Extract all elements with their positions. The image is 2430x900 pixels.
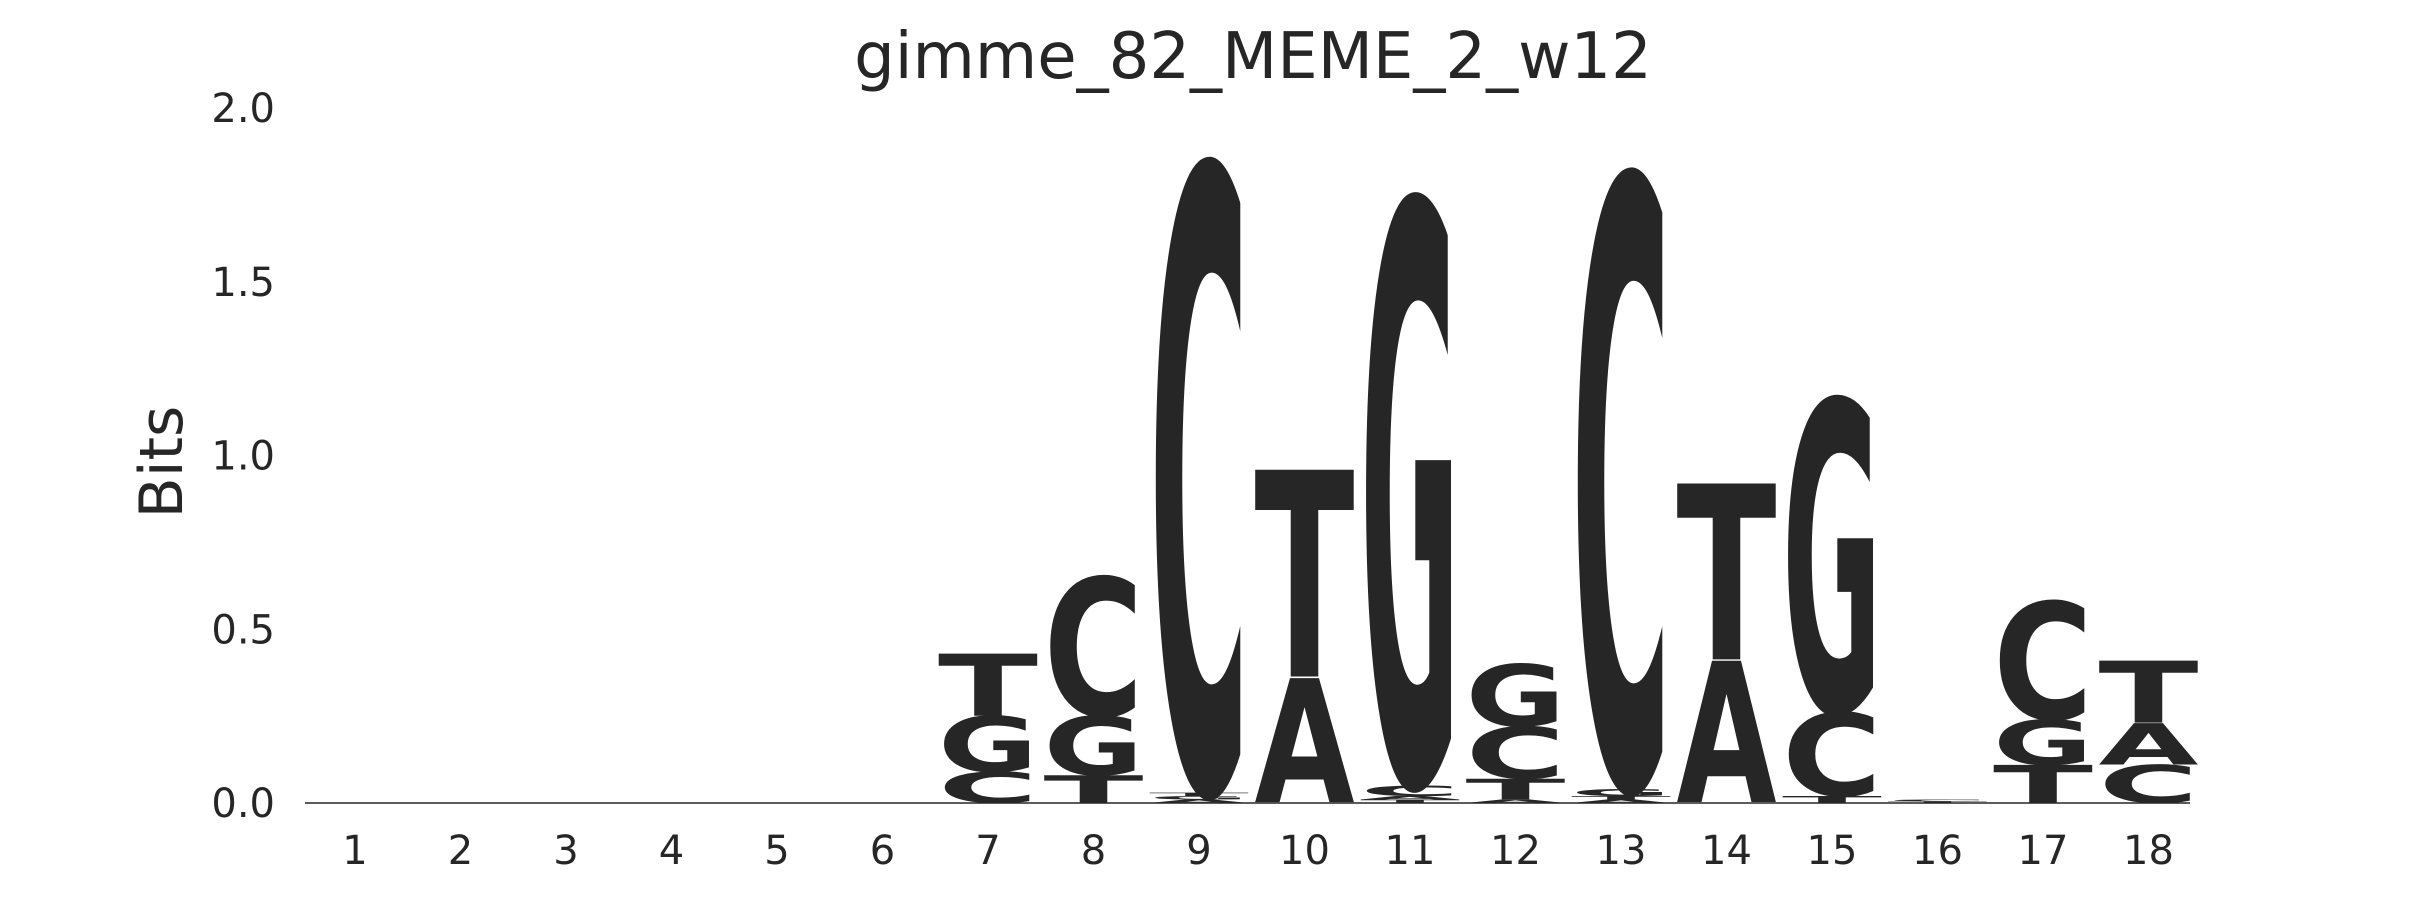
y-tick-label: 0.0 [211,781,275,827]
x-tick-label: 9 [1186,828,1211,874]
y-tick-label: 1.0 [211,434,275,480]
x-tick-label: 7 [975,828,1000,874]
logo-letter-A: A [1360,795,1460,801]
logo-letter-T: T [1571,795,1671,800]
x-tick-label: 3 [553,828,578,874]
x-axis-ticks: 1 2 3 4 5 6 7 8 9 10 11 12 13 14 15 16 17 18 [342,828,2174,874]
logo-letter-T: T [1677,437,1777,717]
x-tick-label: 4 [659,828,684,874]
logo-letter-T: T [1255,414,1355,744]
logo-letter-T: T [1993,755,2093,816]
x-tick-label: 5 [764,828,789,874]
x-tick-label: 18 [2123,828,2174,874]
logo-letter-A: A [1677,622,1777,848]
x-tick-label: 2 [448,828,473,874]
x-tick-label: 10 [1279,828,1330,874]
logo-letter-G: G [1149,795,1249,800]
x-tick-label: 11 [1385,828,1436,874]
logo-letter-T: T [1782,794,1882,805]
x-tick-label: 16 [1912,828,1963,874]
logo-letter-C: C [1782,691,1882,823]
logo-letter-C: C [1149,0,1249,900]
logo-letter-A: A [1571,799,1671,805]
x-tick-label: 15 [1807,828,1858,874]
y-tick-label: 2.0 [211,86,275,132]
x-tick-label: 8 [1081,828,1106,874]
logo-letter-T: T [1466,773,1566,806]
logo-letter-G: G [1360,46,1460,900]
x-tick-label: 12 [1490,828,1541,874]
logo-letter-G: G [1571,787,1671,798]
logo-letter-T: T [1888,801,1988,804]
logo-letter-T: T [1044,768,1144,812]
x-tick-label: 6 [870,828,895,874]
logo-letter-C: C [938,763,1038,813]
y-tick-label: 1.5 [211,260,275,306]
logo-letter-G: G [938,701,1038,789]
logo-letter-G: G [1993,707,2093,779]
logo-letter-C: C [1466,712,1566,795]
logo-letter-C: C [1360,783,1460,800]
logo-letter-A: A [1466,799,1566,805]
logo-letter-C: C [1044,540,1144,760]
logo-letter-A: A [1255,644,1355,842]
x-tick-label: 17 [2018,828,2069,874]
x-tick-label: 14 [1701,828,1752,874]
logo-letter-G: G [1782,316,1882,811]
logo-letter-C: C [1888,799,1988,802]
logo-letter-A: A [2099,712,2199,779]
logo-letter-T: T [1149,792,1249,797]
logo-letter-T: T [938,638,1038,737]
logo-letter-G: G [1044,701,1144,794]
y-axis-ticks: 0.0 0.5 1.0 1.5 2.0 [211,86,275,827]
y-axis-label: Bits [127,406,197,519]
logo-letter-T: T [2099,645,2199,744]
chart-title: gimme_82_MEME_2_w12 [854,20,1652,94]
y-tick-label: 0.5 [211,607,275,653]
x-tick-label: 1 [342,828,367,874]
logo-letter-G: G [1466,647,1566,747]
x-tick-label: 13 [1596,828,1647,874]
logo-letter-T: T [1360,799,1460,804]
logo-letter-C: C [2099,755,2199,816]
logo-letter-A: A [1149,799,1249,805]
logo-letter-C: C [1993,571,2093,758]
logo-letter-C: C [1571,13,1671,900]
